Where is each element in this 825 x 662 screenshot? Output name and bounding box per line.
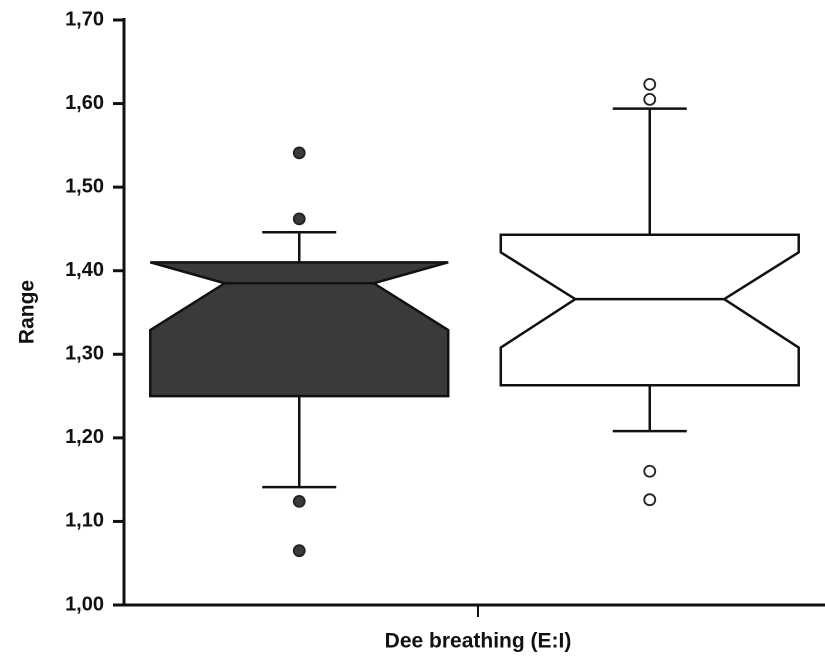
outlier — [643, 464, 657, 478]
outlier — [292, 494, 306, 508]
y-tick-label: 1,10 — [65, 510, 104, 532]
outlier — [643, 92, 657, 106]
y-tick-label: 1,00 — [65, 593, 104, 615]
outlier — [643, 77, 657, 91]
y-tick-label: 1,60 — [65, 92, 104, 114]
y-tick-label: 1,70 — [65, 8, 104, 30]
y-tick-label: 1,20 — [65, 426, 104, 448]
outlier — [643, 493, 657, 507]
outlier — [292, 544, 306, 558]
outlier — [292, 146, 306, 160]
box — [149, 261, 450, 398]
y-tick-label: 1,40 — [65, 259, 104, 281]
y-tick-label: 1,50 — [65, 175, 104, 197]
y-axis-label: Range — [16, 280, 39, 344]
box — [499, 233, 800, 387]
outlier — [292, 212, 306, 226]
y-tick-label: 1,30 — [65, 343, 104, 365]
x-axis-label: Dee breathing (E:I) — [385, 630, 572, 653]
